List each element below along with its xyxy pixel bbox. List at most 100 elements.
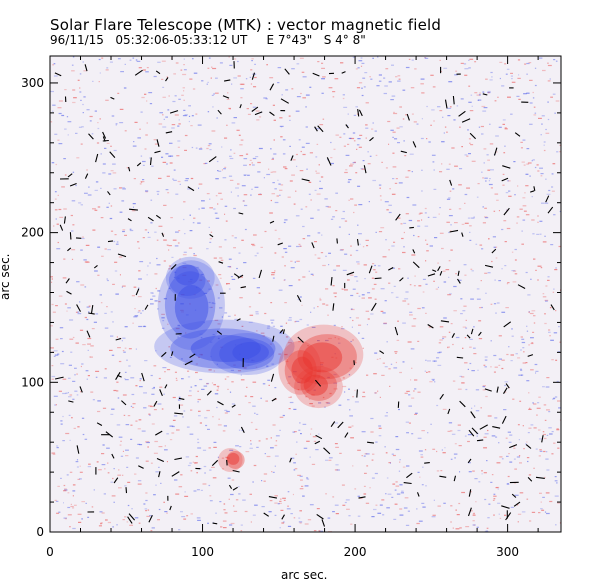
noise-speck [146, 67, 149, 69]
noise-speck [189, 433, 194, 435]
noise-speck [200, 147, 202, 149]
noise-speck [456, 514, 460, 516]
field-vector [315, 434, 323, 440]
noise-speck [355, 249, 359, 252]
x-tick-label: 300 [496, 545, 519, 559]
noise-speck [335, 210, 338, 212]
noise-speck [305, 94, 310, 96]
noise-speck [548, 427, 552, 429]
noise-speck [162, 86, 165, 88]
noise-speck [158, 446, 163, 448]
noise-speck [393, 241, 396, 243]
noise-speck [60, 338, 63, 340]
x-tick-label: 0 [46, 545, 54, 559]
noise-speck [133, 141, 135, 143]
field-vector [509, 444, 518, 449]
noise-speck [214, 393, 219, 395]
noise-speck [280, 126, 283, 128]
noise-speck [476, 288, 480, 290]
noise-speck [341, 484, 345, 486]
noise-speck [207, 145, 211, 147]
noise-speck [93, 321, 97, 323]
noise-speck [154, 300, 158, 302]
noise-speck [436, 470, 440, 472]
noise-speck [421, 118, 423, 120]
noise-speck [288, 342, 292, 344]
noise-speck [532, 159, 535, 161]
noise-speck [136, 60, 141, 62]
noise-speck [355, 106, 358, 108]
noise-speck [82, 344, 86, 346]
noise-speck [120, 71, 124, 73]
noise-speck [393, 285, 396, 287]
noise-speck [126, 521, 129, 523]
noise-speck [265, 400, 268, 402]
noise-speck [178, 529, 181, 531]
field-vector [187, 186, 195, 192]
noise-speck [472, 524, 476, 526]
noise-speck [233, 364, 236, 366]
noise-speck [97, 122, 99, 124]
noise-speck [224, 412, 228, 414]
noise-speck [538, 438, 543, 440]
noise-speck [464, 337, 467, 339]
noise-speck [177, 324, 181, 326]
noise-speck [67, 377, 71, 379]
noise-speck [378, 427, 382, 429]
noise-speck [244, 228, 247, 231]
noise-speck [531, 511, 536, 513]
noise-speck [181, 516, 186, 518]
noise-speck [341, 328, 345, 330]
noise-speck [121, 340, 123, 342]
noise-speck [311, 463, 316, 465]
noise-speck [67, 492, 70, 494]
noise-speck [192, 88, 196, 90]
noise-speck [367, 318, 370, 320]
noise-speck [348, 426, 352, 428]
noise-speck [496, 486, 500, 489]
noise-speck [211, 306, 213, 308]
field-vector [174, 412, 184, 415]
noise-speck [458, 184, 462, 186]
noise-speck [233, 77, 237, 79]
polarity-region [297, 334, 357, 380]
noise-speck [217, 456, 219, 458]
noise-speck [215, 178, 219, 180]
noise-speck [495, 487, 499, 489]
noise-speck [57, 107, 62, 109]
field-vector [453, 475, 457, 482]
noise-speck [485, 217, 489, 219]
noise-speck [312, 274, 314, 276]
noise-speck [229, 449, 234, 451]
noise-speck [340, 249, 344, 251]
noise-speck [279, 527, 281, 529]
noise-speck [352, 339, 354, 341]
noise-speck [295, 110, 300, 112]
noise-speck [520, 369, 523, 371]
noise-speck [529, 175, 531, 177]
noise-speck [226, 457, 230, 459]
noise-speck [208, 447, 211, 449]
noise-speck [451, 433, 456, 435]
noise-speck [56, 223, 59, 225]
polarity-region [210, 333, 284, 376]
noise-speck [183, 251, 187, 253]
noise-speck [551, 173, 554, 175]
noise-speck [521, 511, 526, 513]
noise-speck [78, 202, 82, 204]
noise-speck [69, 338, 74, 340]
noise-speck [281, 256, 284, 258]
noise-speck [501, 85, 505, 87]
noise-speck [248, 306, 252, 308]
noise-speck [473, 347, 476, 349]
noise-speck [424, 225, 429, 227]
noise-speck [453, 285, 457, 288]
noise-speck [250, 69, 253, 71]
noise-speck [279, 117, 283, 119]
noise-speck [402, 322, 406, 324]
noise-speck [161, 317, 165, 319]
noise-speck [189, 278, 193, 281]
noise-speck [504, 127, 507, 129]
noise-speck [335, 192, 338, 194]
field-vector [367, 441, 375, 444]
